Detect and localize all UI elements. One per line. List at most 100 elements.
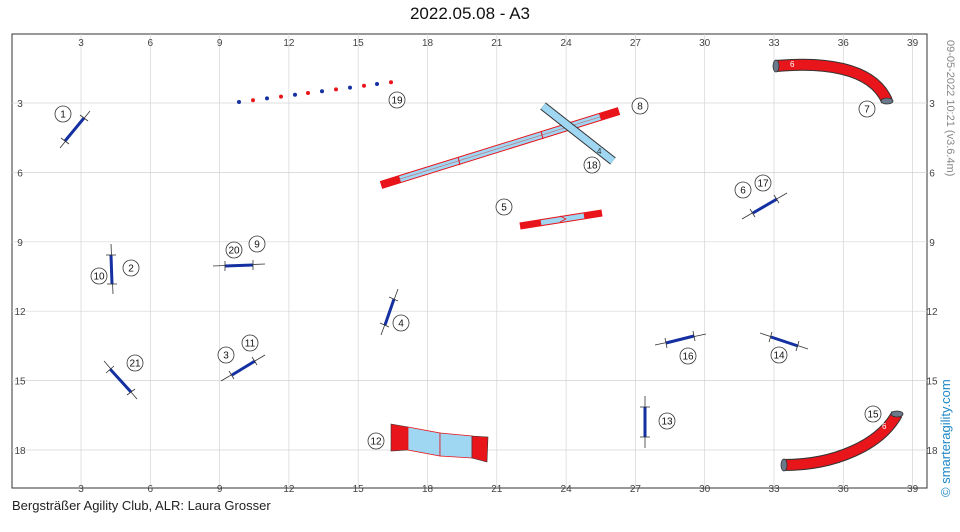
x-tick-label: 33 [768, 38, 780, 49]
badge-14: 14 [770, 346, 788, 364]
x-tick-label: 15 [353, 484, 365, 495]
number-badges: 1 10 2 3 11 4 5 6 17 7 8 20 9 12 13 14 1… [54, 91, 882, 450]
weave-pole [389, 80, 393, 85]
x-tick-label: 9 [217, 38, 223, 49]
svg-text:5: 5 [501, 203, 507, 214]
badge-11: 11 [241, 334, 259, 352]
x-tick-label: 6 [148, 484, 154, 495]
x-tick-label: 30 [699, 38, 711, 49]
weave-pole [320, 89, 324, 94]
svg-text:7: 7 [864, 105, 870, 116]
badge-5: 5 [495, 198, 513, 216]
svg-text:15: 15 [867, 410, 879, 421]
badge-13: 13 [658, 412, 676, 430]
x-tick-label: 15 [353, 38, 365, 49]
svg-text:9: 9 [254, 240, 260, 251]
jump-2 [106, 243, 117, 295]
brand-label: © smarteragility.com [938, 379, 953, 497]
y-tick-label: 12 [14, 307, 26, 318]
x-tick-label: 39 [907, 38, 919, 49]
tube-15: 6 [780, 410, 904, 472]
weave-pole [334, 87, 338, 92]
y-tick-label: 18 [14, 446, 26, 457]
badge-19: 19 [388, 91, 406, 109]
grid [12, 34, 927, 488]
svg-text:6: 6 [740, 186, 746, 197]
seesaw-18: 4 [540, 102, 616, 165]
x-tick-label: 12 [283, 484, 295, 495]
jump-6 [741, 192, 788, 220]
dogwalk-8 [379, 107, 621, 189]
weave-pole [265, 96, 269, 101]
badge-4: 4 [392, 314, 410, 332]
jump-16 [654, 330, 707, 349]
y-tick-label: 6 [929, 168, 935, 179]
timestamp-label: 09-05-2022 10:21 (v3.6.4m) [944, 40, 956, 176]
jump-21 [103, 360, 138, 400]
x-tick-label: 36 [838, 484, 850, 495]
y-tick-label: 9 [17, 238, 23, 249]
tube-mark: 6 [882, 422, 887, 431]
y-tick-label: 6 [17, 168, 23, 179]
svg-text:16: 16 [682, 352, 694, 363]
badge-6: 6 [734, 181, 752, 199]
jump-1 [59, 110, 91, 149]
tube-mark: 6 [790, 60, 795, 69]
x-tick-label: 21 [491, 484, 503, 495]
svg-text:2: 2 [128, 264, 134, 275]
x-tick-label: 39 [907, 484, 919, 495]
weave-pole [237, 100, 241, 104]
y-tick-label: 15 [926, 377, 938, 388]
jump-20 [212, 260, 266, 271]
axis-ticks: 3366991212151518182121242427273030333336… [14, 38, 938, 495]
badge-9: 9 [248, 235, 266, 253]
svg-text:12: 12 [370, 437, 382, 448]
weave-pole [251, 98, 255, 103]
weave-poles-19 [237, 80, 393, 104]
x-tick-label: 24 [561, 484, 573, 495]
badge-15: 15 [864, 405, 882, 423]
x-tick-label: 12 [283, 38, 295, 49]
x-tick-label: 9 [217, 484, 223, 495]
x-tick-label: 3 [78, 38, 84, 49]
badge-2: 2 [122, 259, 140, 277]
weave-pole [375, 82, 379, 86]
tunnel-12 [390, 423, 489, 463]
badge-3: 3 [217, 346, 235, 364]
x-tick-label: 21 [491, 38, 503, 49]
y-tick-label: 3 [929, 99, 935, 110]
svg-text:1: 1 [60, 110, 66, 121]
jump-14 [759, 331, 809, 352]
course-title: 2022.05.08 - A3 [409, 4, 531, 23]
x-tick-label: 18 [422, 38, 434, 49]
svg-text:13: 13 [661, 417, 673, 428]
svg-text:18: 18 [586, 161, 598, 172]
x-tick-label: 3 [78, 484, 84, 495]
svg-text:17: 17 [757, 179, 769, 190]
y-tick-label: 15 [14, 377, 26, 388]
badge-10: 10 [90, 267, 108, 285]
badge-20: 20 [225, 241, 243, 259]
y-tick-label: 12 [926, 307, 938, 318]
badge-17: 17 [754, 174, 772, 192]
field-border [11, 33, 928, 489]
jump-13 [640, 396, 650, 448]
badge-21: 21 [126, 354, 144, 372]
x-tick-label: 30 [699, 484, 711, 495]
svg-text:19: 19 [391, 96, 403, 107]
badge-8: 8 [631, 97, 649, 115]
tube-7: 6 [772, 58, 894, 105]
x-tick-label: 18 [422, 484, 434, 495]
y-tick-label: 18 [926, 446, 938, 457]
svg-text:10: 10 [93, 272, 105, 283]
svg-text:4: 4 [398, 319, 404, 330]
table-5 [519, 209, 603, 230]
svg-text:21: 21 [129, 359, 141, 370]
club-credit: Bergsträßer Agility Club, ALR: Laura Gro… [12, 498, 271, 513]
weave-pole [279, 94, 283, 99]
seesaw-mark: 4 [597, 147, 602, 156]
badge-1: 1 [54, 105, 72, 123]
x-tick-label: 36 [838, 38, 850, 49]
weave-pole [293, 92, 297, 97]
weave-pole [348, 85, 352, 90]
